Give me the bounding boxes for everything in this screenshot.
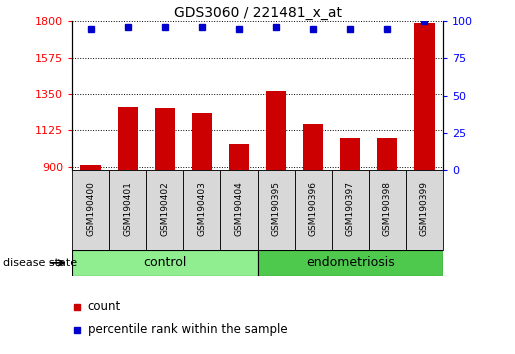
- Bar: [369, 170, 406, 250]
- Bar: [332, 170, 369, 250]
- Text: GSM190404: GSM190404: [234, 181, 244, 235]
- Bar: [266, 91, 286, 170]
- Bar: [183, 170, 220, 250]
- Text: GSM190395: GSM190395: [271, 181, 281, 236]
- Text: GSM190403: GSM190403: [197, 181, 207, 236]
- Bar: [117, 107, 138, 170]
- Text: percentile rank within the sample: percentile rank within the sample: [88, 323, 287, 336]
- Bar: [109, 170, 146, 250]
- Bar: [154, 108, 175, 170]
- Bar: [377, 138, 398, 170]
- Bar: [295, 170, 332, 250]
- Text: GSM190400: GSM190400: [86, 181, 95, 236]
- Bar: [146, 170, 183, 250]
- Text: GSM190398: GSM190398: [383, 181, 392, 236]
- Text: GSM190399: GSM190399: [420, 181, 429, 236]
- Bar: [406, 170, 443, 250]
- Bar: [72, 170, 109, 250]
- Text: endometriosis: endometriosis: [306, 256, 394, 269]
- Bar: [72, 250, 258, 276]
- Text: GSM190396: GSM190396: [308, 181, 318, 236]
- Bar: [229, 144, 249, 170]
- Text: GSM190397: GSM190397: [346, 181, 355, 236]
- Text: control: control: [143, 256, 186, 269]
- Bar: [258, 250, 443, 276]
- Bar: [80, 165, 101, 170]
- Bar: [220, 170, 258, 250]
- Text: disease state: disease state: [3, 258, 77, 268]
- Text: GSM190402: GSM190402: [160, 181, 169, 235]
- Bar: [414, 23, 435, 170]
- Title: GDS3060 / 221481_x_at: GDS3060 / 221481_x_at: [174, 6, 341, 20]
- Bar: [303, 124, 323, 170]
- Bar: [258, 170, 295, 250]
- Text: GSM190401: GSM190401: [123, 181, 132, 236]
- Bar: [192, 113, 212, 170]
- Text: count: count: [88, 300, 121, 313]
- Bar: [340, 138, 360, 170]
